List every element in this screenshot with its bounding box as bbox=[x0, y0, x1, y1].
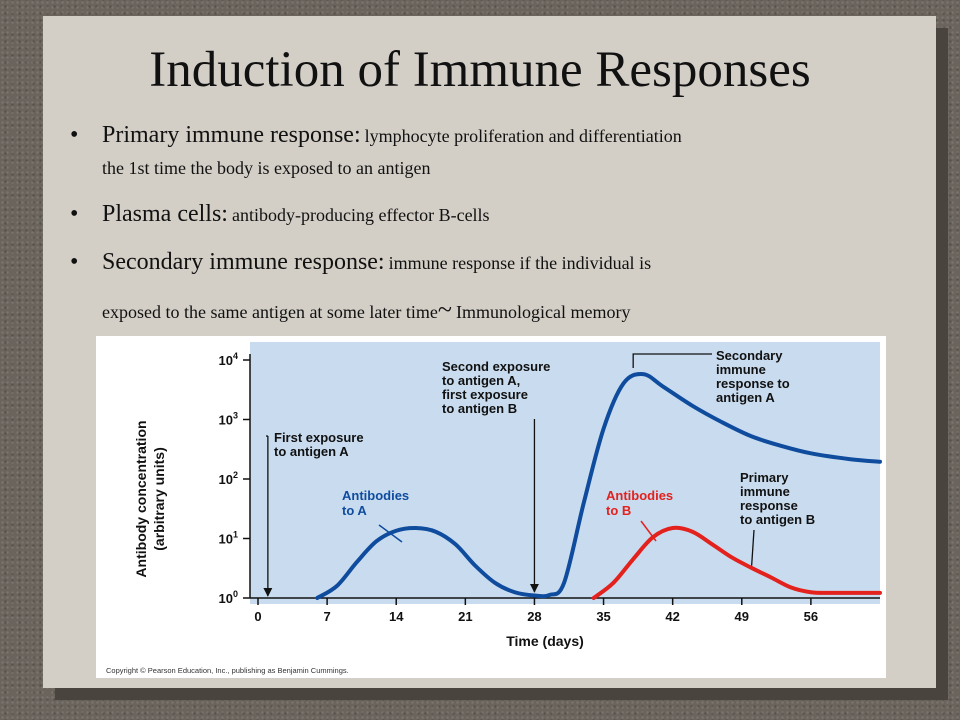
plot-background bbox=[250, 342, 880, 604]
series-label-leader bbox=[640, 520, 657, 542]
bullet-definition: the 1st time the body is exposed to an a… bbox=[102, 158, 431, 178]
x-tick-label: 42 bbox=[665, 609, 679, 624]
chart-svg: 100 101 102 103 104 0 7 14 21 28 35 42 49 56 Time (day… bbox=[133, 342, 882, 649]
annotation-text: first exposure bbox=[442, 387, 528, 402]
bullet-term: Primary immune response: bbox=[102, 122, 361, 148]
series-antibodies-a-line bbox=[315, 371, 882, 600]
bullet-definition: antibody-producing effector B-cells bbox=[231, 205, 490, 225]
x-tick-label: 35 bbox=[596, 609, 610, 624]
annotation-text: Second exposure bbox=[442, 359, 550, 374]
x-tick-label: 28 bbox=[527, 609, 541, 624]
bullet-secondary-response: Secondary immune response: immune respon… bbox=[68, 240, 938, 336]
annotation-text: Primary bbox=[740, 470, 789, 485]
annotation-connector bbox=[751, 529, 755, 566]
bullet-term: Plasma cells: bbox=[102, 201, 228, 227]
x-tick-label: 14 bbox=[389, 609, 404, 624]
tilde-symbol: ~ bbox=[437, 295, 452, 324]
y-tick-label: 103 bbox=[219, 411, 238, 428]
bullet-definition: exposed to the same antigen at some late… bbox=[102, 302, 438, 322]
x-tick-label: 0 bbox=[254, 609, 261, 624]
y-axis-title: Antibody concentration (arbitrary units) bbox=[133, 420, 167, 577]
y-axis-title-line: (arbitrary units) bbox=[151, 447, 167, 550]
bullet-list: Primary immune response: lymphocyte prol… bbox=[68, 120, 938, 336]
annotation-text: to antigen B bbox=[740, 512, 815, 527]
bullet-definition: immune response if the individual is bbox=[388, 253, 652, 273]
series-label: to A bbox=[342, 503, 367, 518]
bullet-plasma-cells: Plasma cells: antibody-producing effecto… bbox=[68, 199, 938, 232]
y-tick-label: 100 bbox=[219, 589, 238, 606]
annotation-connector bbox=[632, 353, 712, 368]
annotation-text: First exposure bbox=[274, 430, 364, 445]
y-tick-label: 101 bbox=[219, 530, 238, 547]
annotation-text: antigen A bbox=[716, 390, 775, 405]
annotation-text: immune bbox=[716, 362, 766, 377]
bullet-term: Secondary immune response: bbox=[102, 249, 385, 275]
x-tick-label: 56 bbox=[804, 609, 818, 624]
series-label: Antibodies bbox=[342, 488, 409, 503]
bullet-primary-response: Primary immune response: lymphocyte prol… bbox=[68, 120, 938, 185]
annotation-text: response to bbox=[716, 376, 790, 391]
annotation-text: to antigen A bbox=[274, 444, 349, 459]
series-label-leader bbox=[378, 524, 403, 543]
y-axis-title-line: Antibody concentration bbox=[133, 420, 149, 577]
annotation-text: response bbox=[740, 498, 798, 513]
copyright-text: Copyright © Pearson Education, Inc., pub… bbox=[106, 666, 349, 675]
bullet-definition: lymphocyte proliferation and differentia… bbox=[364, 126, 682, 146]
y-tick-label: 102 bbox=[219, 470, 238, 487]
annotation-text: to antigen A, bbox=[442, 373, 520, 388]
series-label: Antibodies bbox=[606, 488, 673, 503]
series-antibodies-b-line bbox=[591, 525, 882, 600]
y-tick-label: 104 bbox=[219, 351, 238, 368]
x-tick-label: 7 bbox=[323, 609, 330, 624]
bullet-extra: Immunological memory bbox=[455, 302, 631, 322]
antibody-chart: 100 101 102 103 104 0 7 14 21 28 35 42 49 56 Time (day… bbox=[96, 336, 886, 678]
annotation-text: Secondary bbox=[716, 348, 783, 363]
x-axis-title: Time (days) bbox=[506, 633, 584, 649]
x-tick-label: 49 bbox=[735, 609, 749, 624]
annotation-text: to antigen B bbox=[442, 401, 517, 416]
x-tick-label: 21 bbox=[458, 609, 472, 624]
annotation-text: immune bbox=[740, 484, 790, 499]
slide-title: Induction of Immune Responses bbox=[149, 42, 811, 98]
series-label: to B bbox=[606, 503, 631, 518]
